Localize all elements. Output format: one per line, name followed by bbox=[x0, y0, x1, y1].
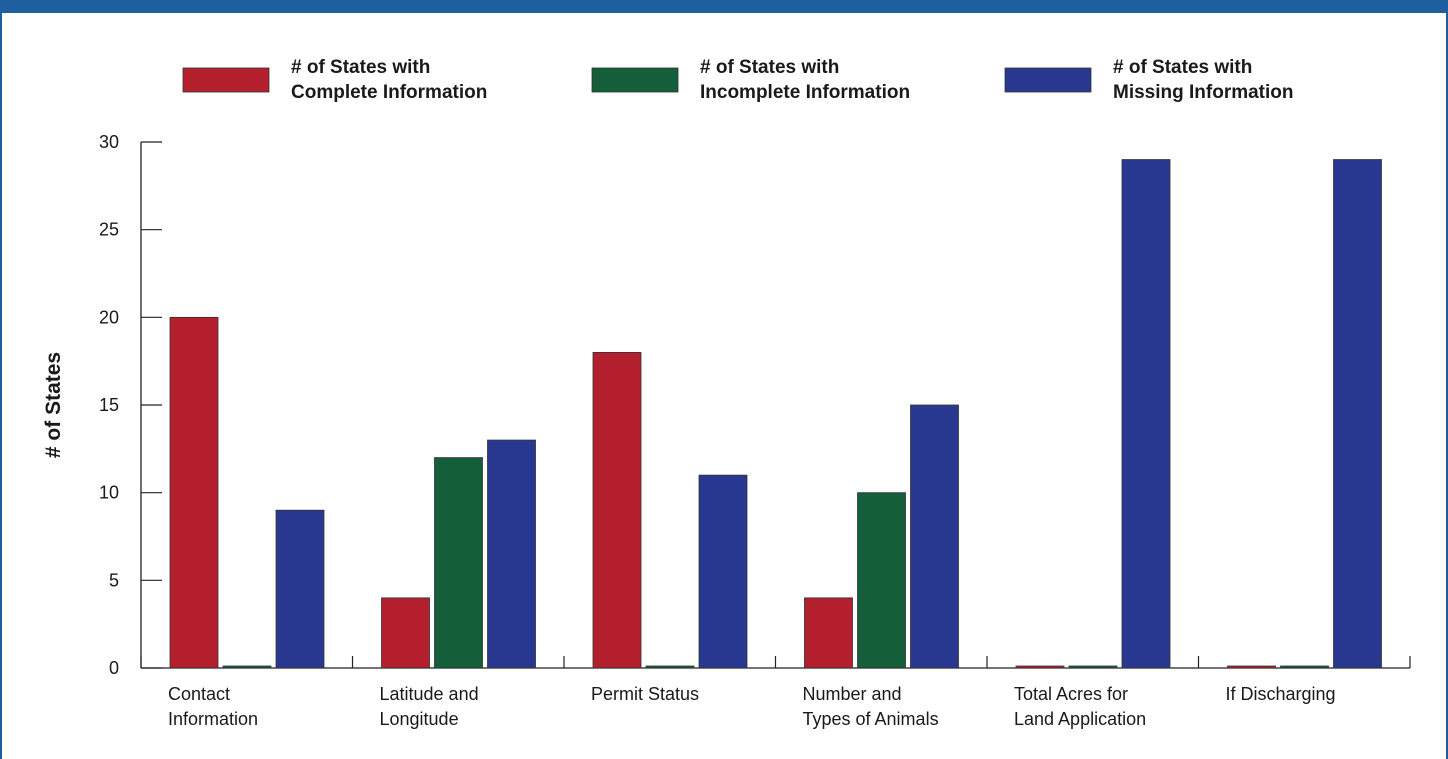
bar-1-cat-4 bbox=[804, 597, 853, 669]
bar-1-cat-2 bbox=[381, 597, 430, 669]
x-category-label-2: Latitude and Longitude bbox=[380, 684, 479, 729]
y-tick-label-0: 0 bbox=[109, 658, 119, 678]
bar-2-cat-6 bbox=[1280, 665, 1329, 669]
legend-swatch-2 bbox=[591, 67, 679, 93]
x-category-label-5: Total Acres for Land Application bbox=[1014, 684, 1146, 729]
y-tick-label-10: 10 bbox=[99, 483, 119, 503]
legend-label-3: # of States with Missing Information bbox=[1113, 57, 1294, 103]
bar-1-cat-5 bbox=[1015, 665, 1065, 669]
y-tick-label-25: 25 bbox=[99, 220, 119, 240]
bar-3-cat-2 bbox=[487, 439, 536, 669]
bar-3-cat-3 bbox=[698, 474, 748, 669]
x-category-label-6: If Discharging bbox=[1226, 684, 1336, 704]
x-category-label-3: Permit Status bbox=[591, 684, 699, 704]
x-category-label-1: Contact Information bbox=[168, 684, 258, 729]
bar-1-cat-3 bbox=[592, 351, 642, 669]
bar-1-cat-1 bbox=[169, 316, 219, 669]
y-axis-title: # of States bbox=[42, 352, 65, 458]
legend-swatch-3 bbox=[1004, 67, 1092, 93]
y-tick-label-30: 30 bbox=[99, 132, 119, 152]
bar-2-cat-4 bbox=[857, 492, 906, 669]
legend-label-1: # of States with Complete Information bbox=[291, 57, 487, 103]
bar-2-cat-3 bbox=[645, 665, 695, 669]
bar-3-cat-6 bbox=[1333, 159, 1382, 669]
bar-3-cat-4 bbox=[910, 404, 959, 669]
bar-3-cat-5 bbox=[1121, 159, 1171, 669]
bar-2-cat-5 bbox=[1068, 665, 1118, 669]
legend-swatch-1 bbox=[182, 67, 270, 93]
bar-2-cat-2 bbox=[434, 457, 483, 669]
bar-2-cat-1 bbox=[222, 665, 272, 669]
x-category-label-4: Number and Types of Animals bbox=[803, 684, 939, 729]
legend-label-2: # of States with Incomplete Information bbox=[700, 57, 910, 103]
y-tick-label-5: 5 bbox=[109, 570, 119, 590]
top-bar bbox=[2, 0, 1448, 13]
bar-3-cat-1 bbox=[275, 509, 325, 669]
bar-1-cat-6 bbox=[1227, 665, 1276, 669]
y-tick-label-15: 15 bbox=[99, 395, 119, 415]
y-tick-label-20: 20 bbox=[99, 307, 119, 327]
